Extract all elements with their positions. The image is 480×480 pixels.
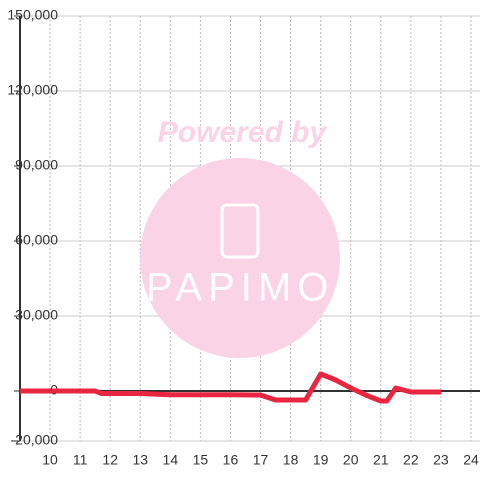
x-tick-label: 12: [102, 452, 118, 468]
x-tick-label: 19: [313, 452, 329, 468]
y-tick-label: -20,000: [11, 432, 59, 448]
x-tick-label: 15: [193, 452, 209, 468]
x-tick-label: 16: [223, 452, 239, 468]
x-tick-label: 24: [463, 452, 479, 468]
x-tick-label: 18: [283, 452, 299, 468]
watermark: Powered by PAPIMO: [140, 116, 340, 358]
x-tick-label: 10: [42, 452, 58, 468]
watermark-text: Powered by: [158, 116, 328, 149]
x-tick-label: 11: [73, 452, 88, 468]
watermark-logo: PAPIMO: [146, 266, 335, 310]
x-tick-label: 21: [373, 452, 389, 468]
y-tick-label: 120,000: [7, 82, 58, 98]
x-tick-label: 22: [403, 452, 419, 468]
x-tick-label: 20: [343, 452, 359, 468]
x-tick-label: 14: [163, 452, 179, 468]
watermark-icon: [220, 203, 260, 259]
x-tick-label: 13: [132, 452, 148, 468]
data-line: [20, 371, 441, 404]
y-tick-label: 90,000: [15, 157, 58, 173]
y-tick-label: 60,000: [15, 232, 58, 248]
x-tick-label: 23: [433, 452, 449, 468]
x-tick-label: 17: [253, 452, 269, 468]
y-tick-label: 150,000: [7, 7, 58, 23]
y-tick-label: 30,000: [15, 307, 58, 323]
